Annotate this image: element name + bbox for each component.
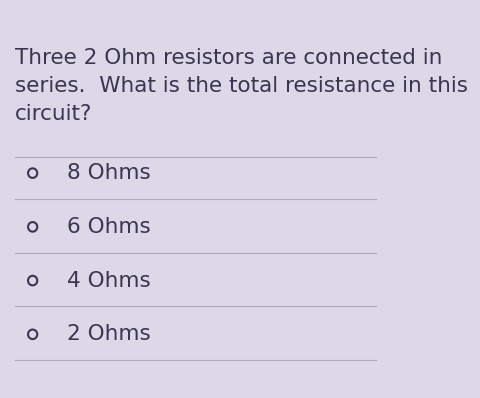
Text: 6 Ohms: 6 Ohms — [67, 217, 151, 237]
Text: 8 Ohms: 8 Ohms — [67, 163, 151, 183]
Text: 2 Ohms: 2 Ohms — [67, 324, 151, 344]
Text: 4 Ohms: 4 Ohms — [67, 271, 151, 291]
Text: Three 2 Ohm resistors are connected in
series.  What is the total resistance in : Three 2 Ohm resistors are connected in s… — [15, 48, 468, 124]
